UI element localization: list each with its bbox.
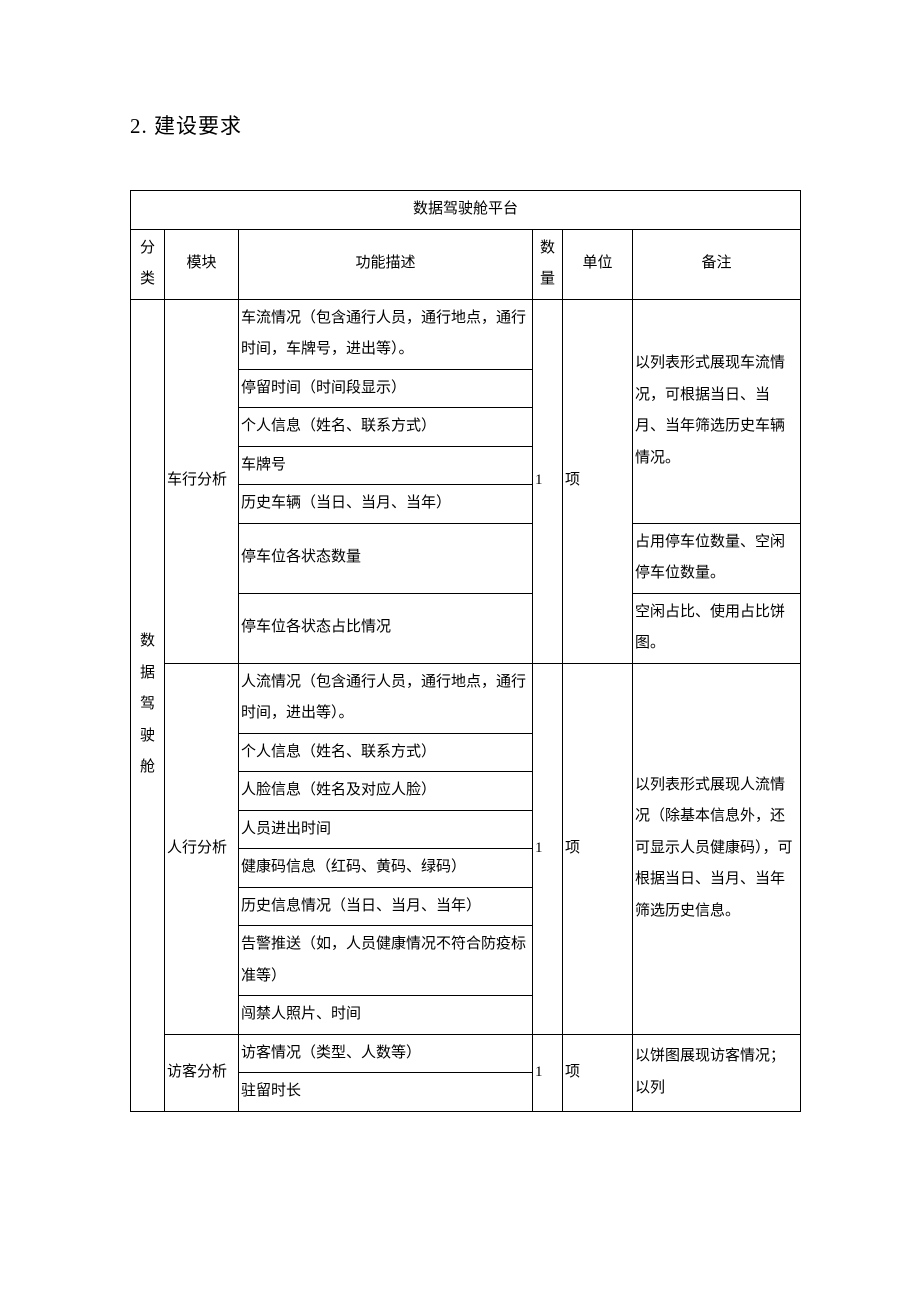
category-cell: 数据驾驶舱: [131, 299, 165, 1111]
desc-cell: 个人信息（姓名、联系方式）: [239, 733, 533, 772]
desc-cell: 健康码信息（红码、黄码、绿码）: [239, 849, 533, 888]
note-cell-0-2: 空闲占比、使用占比饼图。: [633, 593, 801, 663]
desc-cell: 人员进出时间: [239, 810, 533, 849]
header-category: 分类: [131, 229, 165, 299]
header-note: 备注: [633, 229, 801, 299]
desc-cell: 停车位各状态占比情况: [239, 593, 533, 663]
desc-cell: 历史信息情况（当日、当月、当年）: [239, 887, 533, 926]
desc-cell: 车牌号: [239, 446, 533, 485]
qty-cell-0: 1: [533, 299, 563, 663]
desc-cell: 历史车辆（当日、当月、当年）: [239, 485, 533, 524]
module-name-0: 车行分析: [165, 299, 239, 663]
unit-cell-2: 项: [563, 1034, 633, 1111]
desc-cell: 访客情况（类型、人数等）: [239, 1034, 533, 1073]
module-name-1: 人行分析: [165, 663, 239, 1034]
qty-cell-2: 1: [533, 1034, 563, 1111]
header-desc: 功能描述: [239, 229, 533, 299]
desc-cell: 驻留时长: [239, 1073, 533, 1112]
note-cell-1-0: 以列表形式展现人流情况（除基本信息外，还可显示人员健康码），可根据当日、当月、当…: [633, 663, 801, 1034]
page-container: 2. 建设要求 数据驾驶舱平台 分类 模块 功能描述 数量 单位 备注 数据驾驶…: [0, 0, 920, 1242]
unit-cell-1: 项: [563, 663, 633, 1034]
unit-cell-0: 项: [563, 299, 633, 663]
desc-cell: 停留时间（时间段显示）: [239, 369, 533, 408]
header-qty: 数量: [533, 229, 563, 299]
module-name-2: 访客分析: [165, 1034, 239, 1111]
note-cell-0-0: 以列表形式展现车流情况，可根据当日、当月、当年筛选历史车辆情况。: [633, 299, 801, 523]
table-title: 数据驾驶舱平台: [131, 191, 801, 230]
desc-cell: 个人信息（姓名、联系方式）: [239, 408, 533, 447]
requirements-table: 数据驾驶舱平台 分类 模块 功能描述 数量 单位 备注 数据驾驶舱 车行分析 车…: [130, 190, 801, 1112]
header-module: 模块: [165, 229, 239, 299]
desc-cell: 告警推送（如，人员健康情况不符合防疫标准等）: [239, 926, 533, 996]
desc-cell: 人脸信息（姓名及对应人脸）: [239, 772, 533, 811]
note-cell-0-1: 占用停车位数量、空闲停车位数量。: [633, 523, 801, 593]
header-unit: 单位: [563, 229, 633, 299]
desc-cell: 车流情况（包含通行人员，通行地点，通行时间，车牌号，进出等）。: [239, 299, 533, 369]
section-heading: 2. 建设要求: [130, 110, 800, 140]
desc-cell: 闯禁人照片、时间: [239, 996, 533, 1035]
note-cell-2-0: 以饼图展现访客情况；以列: [633, 1034, 801, 1111]
desc-cell: 人流情况（包含通行人员，通行地点，通行时间，进出等）。: [239, 663, 533, 733]
qty-cell-1: 1: [533, 663, 563, 1034]
desc-cell: 停车位各状态数量: [239, 523, 533, 593]
